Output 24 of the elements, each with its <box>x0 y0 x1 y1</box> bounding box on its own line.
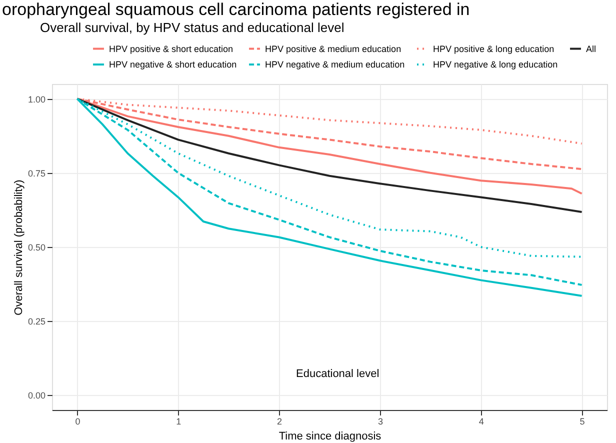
x-tick-label: 4 <box>478 416 484 426</box>
legend-label: All <box>586 44 596 54</box>
legend-label: HPV positive & long education <box>433 44 554 54</box>
legend-label: HPV negative & long education <box>433 60 558 70</box>
x-axis-title: Time since diagnosis <box>278 430 382 442</box>
legend-label: HPV positive & short education <box>109 44 234 54</box>
y-axis-title: Overall survival (probability) <box>12 180 25 316</box>
x-tick-label: 0 <box>75 416 80 426</box>
legend-label: HPV positive & medium education <box>265 44 402 54</box>
x-tick-label: 3 <box>378 416 383 426</box>
y-tick-label: 0.00 <box>28 390 46 401</box>
y-tick-label: 0.50 <box>28 242 46 252</box>
legend-label: HPV negative & short education <box>109 60 237 70</box>
annotation: Educational level <box>296 368 380 380</box>
x-tick-label: 5 <box>580 416 585 426</box>
legend-label: HPV negative & medium education <box>265 60 405 70</box>
chart-title: Overall survival, by HPV status and educational level <box>40 20 344 35</box>
y-tick-label: 0.75 <box>28 168 46 178</box>
x-tick-label: 2 <box>277 416 282 426</box>
y-tick-label: 0.25 <box>28 316 46 327</box>
y-tick-label: 1.00 <box>28 94 46 104</box>
text: oropharyngeal squamous cell carcinoma patients registered in <box>2 0 470 19</box>
line-series <box>76 98 583 214</box>
x-tick-label: 1 <box>176 416 182 426</box>
